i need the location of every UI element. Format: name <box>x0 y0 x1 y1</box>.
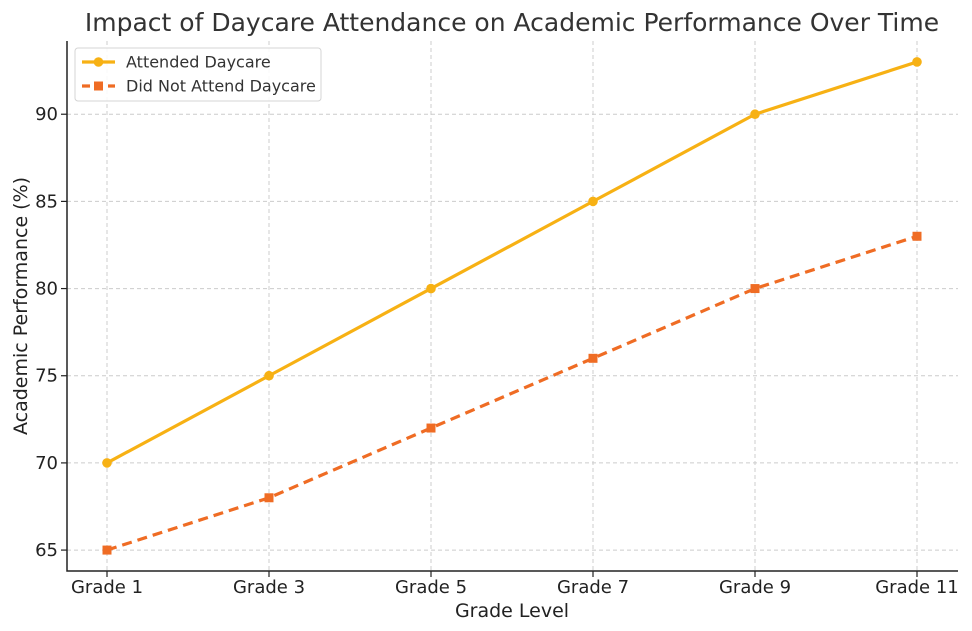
legend: Attended Daycare Did Not Attend Daycare <box>74 47 322 102</box>
data-point <box>102 545 112 555</box>
y-tick-label: 65 <box>35 540 58 561</box>
legend-box <box>74 47 322 102</box>
data-point <box>750 109 760 120</box>
data-point <box>264 370 274 381</box>
axis-spine <box>66 41 958 572</box>
x-tick-label: Grade 7 <box>557 577 629 598</box>
x-axis-label: Grade Level <box>455 600 569 622</box>
series-line <box>106 234 918 552</box>
legend-marker <box>93 57 104 67</box>
series-line <box>106 60 918 465</box>
series-1 <box>102 57 922 468</box>
y-tick-label: 90 <box>35 104 58 125</box>
data-point <box>912 231 922 241</box>
y-tick-label: 80 <box>35 279 58 300</box>
legend-marker <box>94 81 103 91</box>
data-point <box>426 283 436 294</box>
x-tick-label: Grade 1 <box>71 577 143 598</box>
x-tick-label: Grade 9 <box>719 577 791 598</box>
data-point <box>264 493 274 503</box>
data-point <box>426 423 436 433</box>
grid <box>67 41 958 571</box>
legend-label: Did Not Attend Daycare <box>126 77 316 96</box>
axes: Grade 1 Grade 3 Grade 5 Grade 7 Grade 9 Grade… <box>35 41 959 598</box>
data-point <box>102 458 112 468</box>
data-point <box>588 353 598 363</box>
legend-item: Did Not Attend Daycare <box>82 77 316 96</box>
series-layer <box>102 57 922 555</box>
y-tick-label: 70 <box>35 453 58 474</box>
chart-title: Impact of Daycare Attendance on Academic… <box>85 8 939 37</box>
legend-label: Attended Daycare <box>126 53 271 72</box>
y-tick-label: 85 <box>35 191 58 212</box>
x-tick-label: Grade 11 <box>875 577 959 598</box>
legend-item: Attended Daycare <box>82 53 271 72</box>
data-point <box>912 57 922 67</box>
y-tick-label: 75 <box>35 366 58 387</box>
series-2 <box>102 231 922 555</box>
data-point <box>750 284 760 294</box>
x-tick-label: Grade 3 <box>233 577 305 598</box>
y-axis-label: Academic Performance (%) <box>10 177 32 435</box>
data-point <box>588 196 598 207</box>
x-tick-label: Grade 5 <box>395 577 467 598</box>
